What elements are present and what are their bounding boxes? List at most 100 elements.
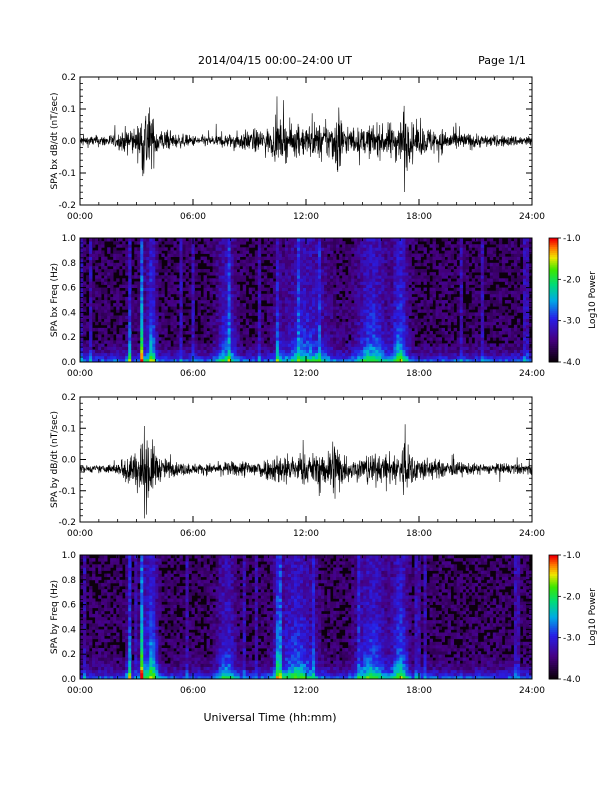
spectrogram-cell (372, 272, 376, 276)
spectrogram-cell (275, 312, 280, 316)
spectrogram-cell (375, 259, 379, 264)
spectrogram-cell (206, 303, 210, 307)
spectrogram-cell (306, 318, 310, 323)
spectrogram-cell (98, 241, 102, 245)
spectrogram-cell (459, 272, 464, 276)
spectrogram-cell (411, 272, 415, 276)
spectrogram-cell (483, 343, 488, 347)
spectrogram-cell (420, 352, 424, 357)
spectrogram-cell (351, 275, 355, 279)
spectrogram-cell (185, 284, 189, 288)
spectrogram-cell (122, 281, 126, 285)
spectrogram-cell (188, 296, 192, 301)
spectrogram-cell (164, 241, 168, 245)
spectrogram-cell (122, 358, 126, 363)
spectrogram-cell (312, 300, 316, 304)
spectrogram-cell (432, 355, 436, 360)
spectrogram-cell (215, 265, 220, 270)
spectrogram-cell (318, 262, 322, 267)
spectrogram-cell (146, 324, 150, 329)
spectrogram-cell (444, 287, 449, 292)
spectrogram-cell (372, 346, 376, 350)
spectrogram-cell (336, 337, 340, 341)
spectrogram-cell (318, 309, 322, 313)
spectrogram-cell (230, 256, 235, 261)
spectrogram-cell (345, 331, 349, 335)
spectrogram-cell (125, 331, 129, 335)
spectrogram-cell (185, 265, 189, 270)
spectrogram-cell (390, 352, 394, 357)
spectrogram-cell (315, 247, 319, 251)
spectrogram-cell (227, 287, 232, 292)
spectrogram-cell (215, 355, 220, 360)
spectrogram-cell (495, 272, 500, 276)
spectrogram-cell (95, 321, 99, 326)
spectrogram-cell (218, 334, 223, 338)
spectrogram-cell (146, 346, 150, 350)
spectrogram-cell (149, 238, 153, 242)
spectrogram-cell (441, 315, 446, 319)
spectrogram-cell (381, 309, 385, 313)
spectrogram-cell (140, 327, 144, 332)
spectrogram-cell (146, 352, 150, 357)
spectrogram-cell (321, 290, 325, 295)
spectrogram-cell (405, 300, 409, 304)
spectrogram-cell (474, 349, 479, 354)
spectrogram-cell (155, 300, 159, 304)
spectrogram-cell (507, 352, 512, 357)
spectrogram-cell (342, 327, 346, 332)
spectrogram-cell (257, 309, 262, 313)
spectrogram-cell (140, 287, 144, 292)
spectrogram-cell (245, 281, 250, 285)
spectrogram-cell (456, 309, 461, 313)
spectrogram-cell (179, 247, 183, 251)
spectrogram-cell (257, 238, 262, 242)
spectrogram-cell (131, 340, 135, 344)
spectrogram-cell (330, 275, 334, 279)
spectrogram-cell (107, 300, 111, 304)
spectrogram-cell (519, 340, 524, 344)
spectrogram-cell (260, 247, 265, 251)
spectrogram-cell (296, 284, 301, 288)
spectrogram-cell (414, 256, 418, 261)
spectrogram-cell (299, 306, 304, 310)
spectrogram-cell (98, 334, 102, 338)
spectrogram-cell (167, 269, 171, 273)
spectrogram-cell (179, 321, 183, 326)
spectrogram-cell (468, 312, 473, 316)
spectrogram-cell (324, 244, 328, 248)
spectrogram-cell (471, 349, 476, 354)
spectrogram-cell (233, 262, 238, 267)
spectrogram-cell (164, 346, 168, 350)
spectrogram-cell (191, 327, 195, 332)
spectrogram-cell (387, 334, 391, 338)
spectrogram-cell (324, 278, 328, 282)
spectrogram-cell (336, 244, 340, 248)
spectrogram-cell (227, 318, 232, 323)
spectrogram-cell (315, 275, 319, 279)
spectrogram-cell (318, 293, 322, 298)
spectrogram-cell (266, 256, 271, 261)
spectrogram-cell (396, 306, 400, 310)
spectrogram-cell (477, 315, 482, 319)
spectrogram-cell (278, 259, 283, 264)
spectrogram-cell (405, 290, 409, 295)
spectrogram-cell (504, 340, 509, 344)
spectrogram-cell (110, 349, 114, 354)
spectrogram-cell (405, 284, 409, 288)
spectrogram-cell (215, 312, 220, 316)
spectrogram-cell (324, 296, 328, 301)
spectrogram-cell (299, 262, 304, 267)
spectrogram-cell (83, 265, 87, 270)
spectrogram-cell (477, 334, 482, 338)
spectrogram-cell (327, 321, 331, 326)
spectrogram-cell (504, 346, 509, 350)
spectrogram-cell (98, 312, 102, 316)
spectrogram-cell (212, 259, 216, 264)
spectrogram-cell (149, 296, 153, 301)
spectrogram-cell (489, 358, 494, 363)
spectrogram-cell (438, 331, 442, 335)
spectrogram-cell (200, 343, 204, 347)
spectrogram-cell (402, 259, 406, 264)
spectrogram-cell (200, 300, 204, 304)
